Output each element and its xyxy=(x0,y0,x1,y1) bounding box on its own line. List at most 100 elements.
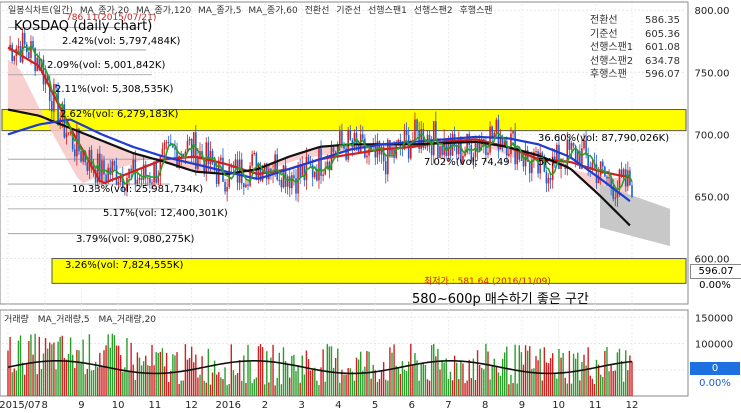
candle-body xyxy=(245,184,247,188)
candle-body xyxy=(226,186,228,192)
volume-bar xyxy=(19,335,22,396)
volume-bar xyxy=(399,373,402,396)
x-tick-label: 8 xyxy=(482,400,488,411)
candle-body xyxy=(497,119,500,150)
ma-line-1 xyxy=(7,108,631,227)
candle-body xyxy=(437,138,439,159)
candle-body xyxy=(533,152,535,161)
volume-bar xyxy=(86,368,89,396)
volume-bar xyxy=(136,352,139,396)
volume-bar xyxy=(318,384,320,396)
volume-bar xyxy=(232,370,235,396)
candle-body xyxy=(445,138,448,156)
candle-body xyxy=(512,131,514,134)
volume-bar xyxy=(261,347,264,396)
moving-averages xyxy=(7,44,633,227)
drop-label-3: 2.11%(vol: 5,308,535K) xyxy=(55,84,173,95)
volume-bar xyxy=(130,342,132,396)
candle-body xyxy=(524,150,527,167)
volume-bar xyxy=(599,374,602,396)
candle-body xyxy=(67,132,70,134)
candle-body xyxy=(13,55,16,62)
candle-body xyxy=(149,177,151,183)
cloud-band-future xyxy=(600,184,670,247)
candle-body xyxy=(34,47,36,72)
drop-label-6: 5.17%(vol: 12,400,301K) xyxy=(103,208,228,219)
volume-bar xyxy=(428,380,431,396)
candle-body xyxy=(489,126,491,153)
volume-bar xyxy=(88,334,91,396)
volume-bar xyxy=(334,357,337,396)
candle-body xyxy=(608,176,610,179)
candle-body xyxy=(151,182,153,184)
volume-bar xyxy=(412,363,414,396)
volume-bar xyxy=(455,362,458,396)
candle-body xyxy=(409,145,412,159)
candle-body xyxy=(69,131,72,133)
candle-body xyxy=(460,138,462,163)
candle-body xyxy=(117,182,120,185)
volume-bar xyxy=(581,362,583,396)
volume-bar xyxy=(426,379,429,396)
candle-body xyxy=(278,179,281,181)
volume-bar xyxy=(462,363,464,396)
candle-body xyxy=(334,151,337,153)
candle-body xyxy=(420,129,423,149)
volume-bar xyxy=(128,370,130,396)
volume-bar xyxy=(531,368,533,396)
volume-bar xyxy=(207,348,210,396)
volume-bar xyxy=(113,335,116,396)
candle-body xyxy=(495,119,498,133)
candle-body xyxy=(627,170,629,187)
candle-body xyxy=(280,179,283,188)
candle-body xyxy=(293,175,295,179)
drop-label-7: 3.79%(vol: 9,080,275K) xyxy=(76,234,194,245)
volume-bar xyxy=(491,364,493,396)
candle-body xyxy=(157,175,160,183)
candle-body xyxy=(462,155,464,163)
y-tick-label: 650.00 xyxy=(695,192,730,203)
candle-body xyxy=(474,143,477,158)
candle-body xyxy=(113,161,116,166)
retrace-lines xyxy=(8,27,182,235)
volume-bar xyxy=(286,364,289,396)
volume-bar xyxy=(464,383,466,396)
volume-bar xyxy=(228,383,230,396)
volume-bar xyxy=(97,367,99,396)
volume-bar xyxy=(316,380,318,396)
candle-body xyxy=(107,167,109,183)
volume-bar xyxy=(397,367,399,396)
legend-item-6: 기준선 xyxy=(336,6,362,16)
candle-body xyxy=(316,171,318,181)
volume-bar xyxy=(276,377,278,396)
volume-bar xyxy=(526,350,529,396)
x-tick-label: 4 xyxy=(335,400,341,411)
volume-bar xyxy=(268,382,270,396)
volume-bar xyxy=(499,375,502,396)
volume-bar xyxy=(439,369,441,396)
volume-bar xyxy=(180,380,182,396)
volume-bar xyxy=(458,379,460,396)
ichimoku-label-1: 기준선 xyxy=(590,28,618,40)
volume-bar xyxy=(84,374,86,396)
x-tick-label: 3 xyxy=(298,400,304,411)
candle-body xyxy=(119,174,122,183)
candle-body xyxy=(576,151,579,163)
ichimoku-value-2: 601.08 xyxy=(645,42,680,53)
volume-bar xyxy=(307,359,310,396)
volume-bar xyxy=(57,341,59,396)
candle-body xyxy=(163,142,166,149)
volume-bar xyxy=(572,353,575,396)
volume-bar xyxy=(629,355,631,396)
volume-bar xyxy=(595,359,598,396)
volume-bar xyxy=(165,352,168,396)
candle-body xyxy=(587,154,589,167)
candle-body xyxy=(332,147,335,152)
volume-bar xyxy=(385,379,387,396)
volume-bar xyxy=(186,359,189,396)
volume-bar xyxy=(387,380,389,396)
volume-bar xyxy=(545,362,548,396)
candle-body xyxy=(153,161,155,183)
candle-body xyxy=(353,132,356,148)
x-tick-label: 8 xyxy=(42,400,48,411)
